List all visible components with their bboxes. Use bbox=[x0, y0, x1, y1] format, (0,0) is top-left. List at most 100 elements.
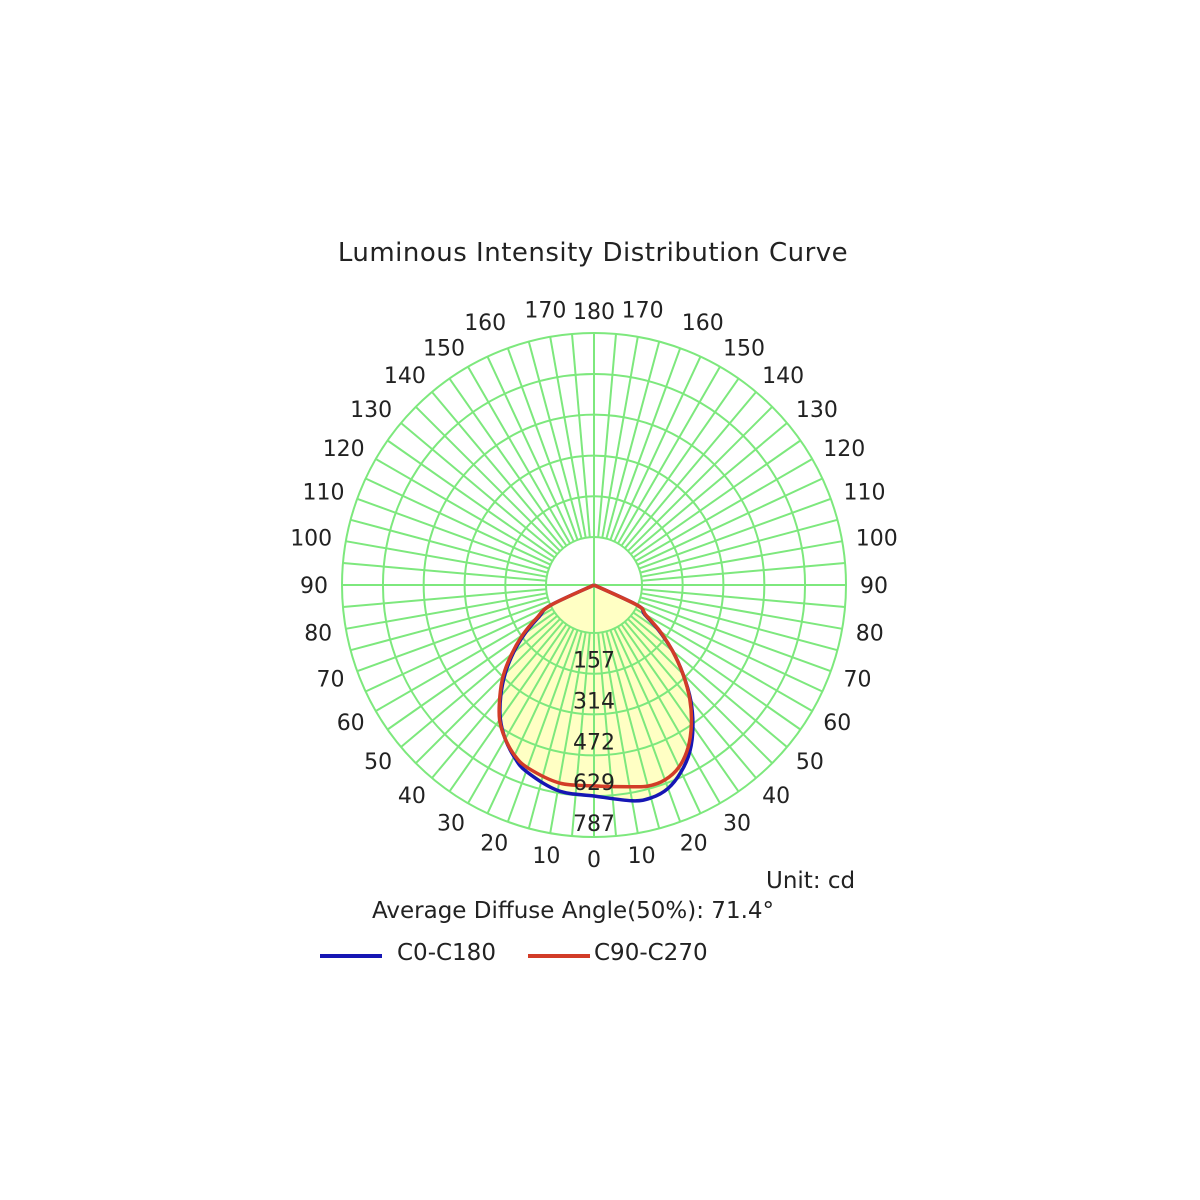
grid-spoke-l145 bbox=[448, 378, 568, 547]
angle-label: 100 bbox=[856, 526, 898, 551]
grid-spoke-l100 bbox=[345, 540, 547, 578]
grid-spoke-l35 bbox=[448, 623, 568, 792]
grid-spoke-r155 bbox=[613, 356, 702, 542]
grid-spoke-l40 bbox=[431, 621, 564, 779]
angle-label: 180 bbox=[573, 300, 615, 325]
angle-label: 170 bbox=[524, 298, 566, 323]
radial-tick-label: 314 bbox=[573, 689, 615, 714]
series-curves bbox=[497, 583, 695, 803]
radial-tick-label: 629 bbox=[573, 771, 615, 796]
angle-label: 20 bbox=[480, 832, 508, 857]
angle-label: 50 bbox=[796, 750, 824, 775]
grid-spoke-r135 bbox=[627, 406, 773, 552]
grid-spoke-l95 bbox=[342, 562, 547, 582]
angle-label: 140 bbox=[384, 364, 426, 389]
grid-spoke-l5 bbox=[571, 632, 591, 837]
grid-spoke-r50 bbox=[630, 615, 788, 748]
average-diffuse-angle: Average Diffuse Angle(50%): 71.4° bbox=[372, 898, 775, 924]
grid-spoke-l10 bbox=[549, 632, 587, 834]
grid-spoke-r45 bbox=[627, 618, 773, 764]
grid-spoke-l15 bbox=[527, 631, 583, 829]
grid-spoke-l75 bbox=[350, 596, 548, 652]
grid-spoke-r35 bbox=[620, 623, 740, 792]
grid-spoke-l20 bbox=[506, 629, 579, 823]
angle-label: 40 bbox=[762, 784, 790, 809]
angle-label: 20 bbox=[680, 832, 708, 857]
angle-label: 40 bbox=[398, 784, 426, 809]
grid-spoke-r120 bbox=[635, 458, 813, 562]
grid-spoke-r25 bbox=[613, 628, 702, 814]
angle-label: 90 bbox=[300, 574, 328, 599]
grid-spoke-r80 bbox=[641, 592, 843, 630]
grid-spoke-r125 bbox=[632, 439, 801, 559]
grid-spoke-l30 bbox=[467, 626, 571, 804]
grid-spoke-l85 bbox=[342, 588, 547, 608]
grid-spoke-r5 bbox=[597, 632, 617, 837]
legend-swatch-c90-c270 bbox=[528, 954, 590, 958]
grid-spoke-l175 bbox=[571, 333, 591, 538]
angle-label: 130 bbox=[350, 398, 392, 423]
angle-label: 80 bbox=[304, 622, 332, 647]
angle-label: 30 bbox=[723, 811, 751, 836]
grid-spoke-r175 bbox=[597, 333, 617, 538]
grid-spoke-l105 bbox=[350, 518, 548, 574]
angle-label: 140 bbox=[762, 364, 804, 389]
unit-label: Unit: cd bbox=[766, 868, 856, 894]
grid-spoke-l25 bbox=[486, 628, 575, 814]
grid-spoke-l45 bbox=[415, 618, 561, 764]
radial-tick-label: 157 bbox=[573, 649, 615, 674]
angle-label: 60 bbox=[823, 711, 851, 736]
grid-spoke-l135 bbox=[415, 406, 561, 552]
grid-spoke-r145 bbox=[620, 378, 740, 547]
polar-grid bbox=[341, 332, 847, 838]
radial-tick-labels: 157 314 472 629 787 bbox=[573, 649, 615, 837]
angle-label: 30 bbox=[437, 811, 465, 836]
legend-label-c0-c180: C0-C180 bbox=[397, 940, 496, 966]
grid-spoke-l70 bbox=[356, 600, 550, 673]
grid-spoke-l130 bbox=[400, 422, 558, 555]
grid-spoke-r95 bbox=[641, 562, 846, 582]
grid-spoke-l150 bbox=[467, 366, 571, 544]
grid-spoke-l125 bbox=[387, 439, 556, 559]
grid-spoke-r100 bbox=[641, 540, 843, 578]
grid-spoke-l140 bbox=[431, 391, 564, 549]
angle-label: 130 bbox=[796, 398, 838, 423]
grid-spoke-r150 bbox=[617, 366, 721, 544]
angle-label: 160 bbox=[682, 311, 724, 336]
radial-tick-label: 787 bbox=[573, 812, 615, 837]
grid-spoke-l115 bbox=[365, 477, 551, 566]
grid-spoke-r30 bbox=[617, 626, 721, 804]
angle-label: 170 bbox=[622, 298, 664, 323]
grid-spoke-l110 bbox=[356, 497, 550, 570]
grid-spoke-l165 bbox=[527, 341, 583, 539]
grid-spoke-r85 bbox=[641, 588, 846, 608]
chart-title: Luminous Intensity Distribution Curve bbox=[337, 238, 849, 268]
angle-label: 0 bbox=[587, 848, 601, 873]
angle-label: 10 bbox=[628, 844, 656, 869]
angle-label: 110 bbox=[844, 480, 886, 505]
grid-spoke-l60 bbox=[375, 608, 553, 712]
angle-label: 10 bbox=[532, 844, 560, 869]
angle-label: 120 bbox=[823, 437, 865, 462]
angle-label: 70 bbox=[317, 668, 345, 693]
radial-tick-label: 472 bbox=[573, 730, 615, 755]
grid-spoke-l155 bbox=[486, 356, 575, 542]
angle-label: 150 bbox=[723, 337, 765, 362]
grid-spoke-r65 bbox=[637, 604, 823, 693]
angle-label: 100 bbox=[290, 526, 332, 551]
grid-spoke-r115 bbox=[637, 477, 823, 566]
grid-spoke-r130 bbox=[630, 422, 788, 555]
grid-spoke-r165 bbox=[605, 341, 661, 539]
grid-spoke-r60 bbox=[635, 608, 813, 712]
angle-label: 90 bbox=[860, 574, 888, 599]
grid-spoke-r110 bbox=[638, 497, 832, 570]
angle-label: 110 bbox=[303, 480, 345, 505]
angle-label: 70 bbox=[844, 668, 872, 693]
legend-label-c90-c270: C90-C270 bbox=[594, 940, 708, 966]
grid-spoke-l160 bbox=[506, 347, 579, 541]
angle-label: 160 bbox=[464, 311, 506, 336]
grid-spoke-r75 bbox=[640, 596, 838, 652]
